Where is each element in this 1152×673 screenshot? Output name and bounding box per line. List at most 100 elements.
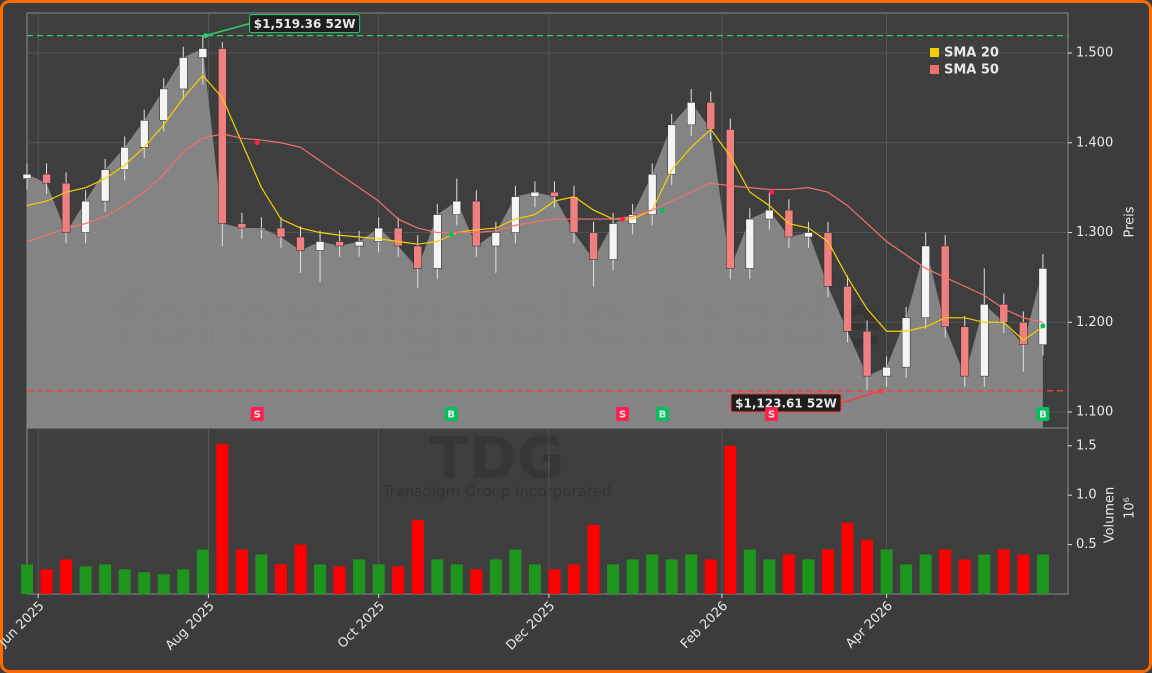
volume-bar [21, 564, 33, 594]
signal-dot [659, 207, 665, 213]
candle-body [667, 124, 676, 175]
volume-bar [841, 522, 854, 594]
volume-bar [157, 574, 170, 594]
signal-label: S [619, 410, 626, 421]
candle-body [374, 227, 383, 242]
candle-body [491, 232, 501, 247]
volume-bar [821, 549, 834, 594]
volume-bar [607, 564, 620, 594]
sma-line [26, 74, 1044, 341]
volume-bar [880, 549, 893, 594]
candle-body [804, 232, 813, 238]
volume-bar [118, 569, 131, 594]
candle-body [511, 196, 520, 233]
volume-bar [626, 559, 639, 594]
candle-body [120, 147, 129, 170]
volume-bar [196, 549, 209, 594]
volume-bar [60, 559, 73, 594]
signal-badge [1036, 407, 1050, 421]
candle-body [61, 182, 71, 233]
candle-body [276, 227, 286, 238]
signal-badge [250, 407, 264, 421]
watermark-company: Transdigm Group Incorporated [382, 483, 612, 501]
candle-body [198, 48, 208, 58]
signal-label: B [1039, 410, 1047, 421]
candle-body [745, 218, 755, 269]
volume-bar [743, 549, 756, 594]
annotation-arrow [840, 390, 882, 404]
volume-bar [470, 569, 483, 594]
volume-bar [450, 564, 463, 594]
volume-bar [763, 559, 776, 594]
candle-body [218, 48, 227, 224]
volume-bar [528, 564, 541, 594]
candle-body [921, 245, 930, 319]
volume-bar [274, 564, 287, 594]
candle-body [315, 241, 325, 251]
volume-bar [587, 524, 600, 594]
candle-body [882, 366, 891, 377]
candle-body [237, 223, 247, 229]
legend-swatch [930, 48, 939, 57]
annotation-box [249, 14, 361, 34]
volume-bar [568, 564, 581, 594]
volume-bar [802, 559, 815, 594]
candle-body [569, 196, 579, 233]
y-tick-label: 1.100 [1076, 405, 1113, 420]
volume-bar [939, 549, 952, 594]
annotation-arrow [205, 22, 250, 37]
signal-badge [444, 407, 458, 421]
volume-bar [978, 554, 991, 594]
volume-bar [997, 549, 1010, 594]
candle-body [960, 326, 969, 377]
candle-body [706, 102, 716, 130]
annotation-arrowhead [878, 388, 884, 394]
y-tick-label: 1.400 [1076, 135, 1113, 150]
volume-bar [489, 559, 502, 594]
close-area [27, 48, 1043, 429]
candle-body [765, 209, 774, 220]
candle-body [100, 169, 110, 202]
y-tick-label: 1.200 [1076, 315, 1113, 330]
candle-body [1038, 268, 1048, 345]
candle-body [42, 173, 51, 184]
volume-axis-label: Volumen [1103, 487, 1118, 544]
volume-bar [861, 539, 874, 594]
volume-tick-label: 0.5 [1076, 537, 1097, 552]
candle-body [823, 232, 833, 287]
signal-label: S [254, 410, 261, 421]
volume-bar [372, 564, 385, 594]
volume-bar [216, 443, 229, 594]
signal-dot [620, 216, 626, 222]
candle-body [1019, 322, 1028, 345]
annotation-text: $1,519.36 52W [254, 17, 356, 31]
watermark-ticker: TDG [429, 424, 564, 492]
signal-dot [254, 140, 260, 146]
signal-dot [1040, 323, 1046, 329]
volume-bar [919, 554, 932, 594]
signal-label: S [768, 410, 775, 421]
y-tick-label: 1.300 [1076, 225, 1113, 240]
candle-body [179, 57, 188, 90]
candle-body [393, 227, 403, 247]
candle-body [726, 129, 735, 269]
signal-dot [448, 231, 454, 237]
candle-body [647, 173, 657, 215]
candle-body [530, 191, 540, 197]
candle-body [257, 227, 266, 230]
legend-swatch [930, 65, 939, 74]
volume-bar [704, 559, 717, 594]
volume-bar [138, 572, 151, 594]
legend-label: SMA 20 [944, 46, 999, 61]
volume-bar [431, 559, 444, 594]
candle-body [354, 241, 364, 247]
volume-tick-label: 1.0 [1076, 488, 1097, 503]
volume-bar [333, 566, 346, 594]
volume-bar [392, 566, 405, 594]
volume-bar [79, 566, 92, 594]
annotation-text: $1,123.61 52W [735, 396, 837, 410]
candle-body [940, 245, 950, 328]
candle-body [862, 331, 872, 377]
volume-bar [509, 549, 522, 594]
